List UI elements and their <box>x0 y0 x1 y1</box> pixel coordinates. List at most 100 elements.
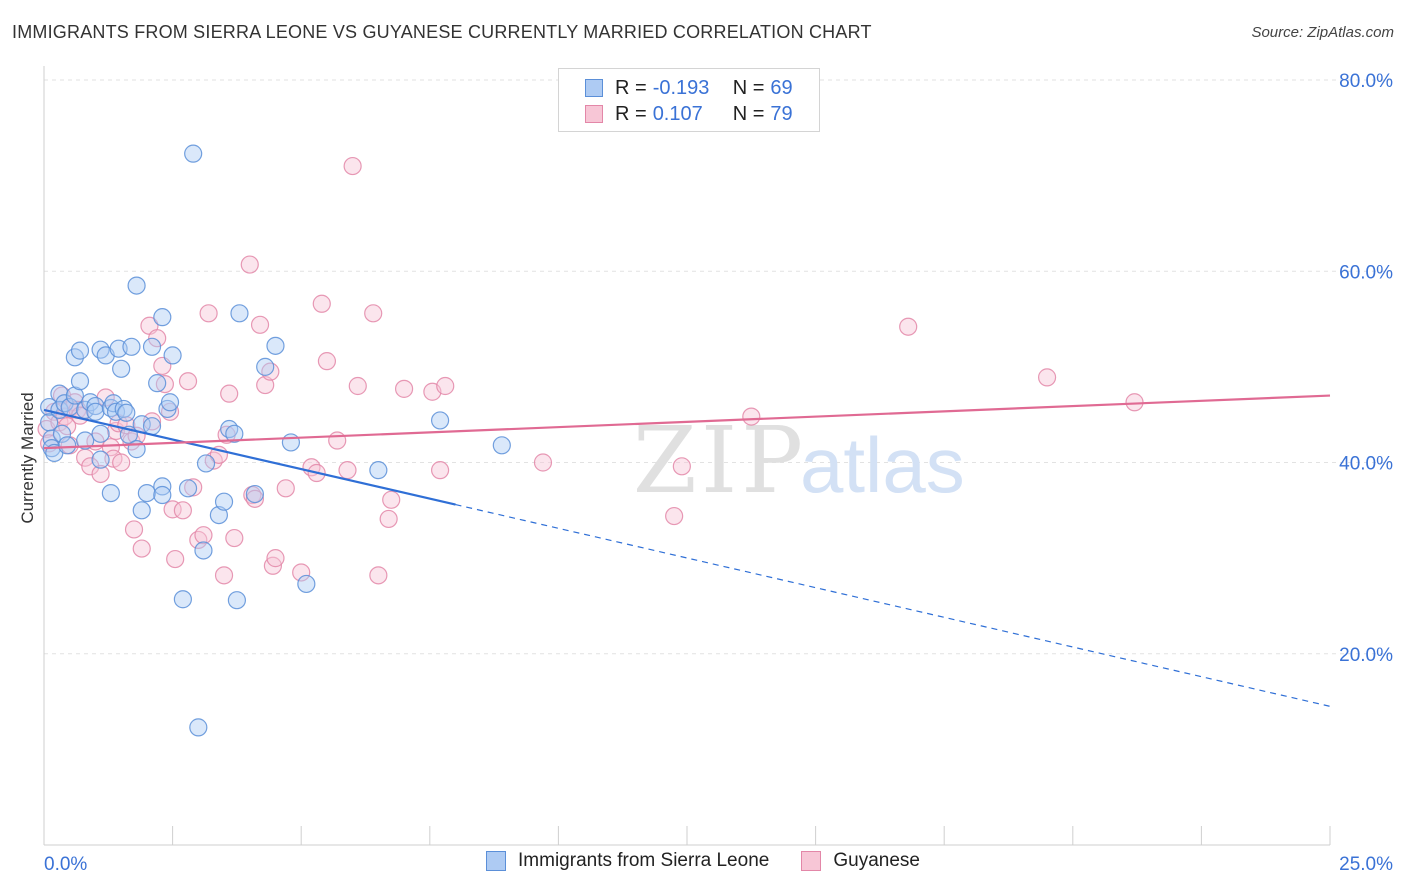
data-point <box>266 336 285 355</box>
data-point <box>173 590 192 609</box>
data-point <box>492 436 511 455</box>
data-point <box>1037 368 1057 387</box>
legend-swatch-guyanese <box>801 851 822 871</box>
watermark-atlas: atlas <box>800 421 965 509</box>
data-point <box>196 454 216 473</box>
y-axis-label: Currently Married <box>18 392 37 523</box>
data-point <box>86 396 105 416</box>
data-point <box>91 464 110 484</box>
data-point <box>227 591 246 610</box>
data-point <box>364 304 383 323</box>
data-point <box>65 386 84 405</box>
data-point <box>86 402 105 421</box>
data-point <box>369 566 388 585</box>
data-point <box>160 393 180 412</box>
data-point <box>132 539 151 558</box>
data-point <box>312 294 331 313</box>
legend-label-guyanese: Guyanese <box>833 850 920 871</box>
data-point <box>91 424 110 443</box>
data-point <box>317 352 337 371</box>
data-point <box>194 526 213 545</box>
y-tick-label: 20.0% <box>1339 645 1393 666</box>
legend-swatch-guyanese <box>585 105 603 123</box>
data-point <box>430 411 450 430</box>
data-point <box>281 433 301 452</box>
legend-label-sierra-leone: Immigrants from Sierra Leone <box>518 850 770 871</box>
data-point <box>276 479 295 498</box>
data-point <box>665 506 684 526</box>
data-point <box>194 541 213 560</box>
y-tick-labels: 20.0% 40.0% 60.0% 80.0% <box>1339 71 1393 666</box>
r-label: R = <box>615 76 647 99</box>
data-point <box>142 412 162 431</box>
data-point <box>436 376 455 396</box>
data-point <box>672 457 691 476</box>
data-point <box>163 346 182 365</box>
grid <box>44 79 1392 655</box>
data-point <box>430 461 450 480</box>
data-point <box>189 718 208 737</box>
trend-line-guyanese <box>43 394 1331 450</box>
trend-lines <box>43 394 1331 707</box>
data-point <box>225 424 244 443</box>
data-point <box>184 144 203 163</box>
legend-swatch-sierra-leone <box>585 79 603 97</box>
data-point <box>328 431 347 450</box>
data-point <box>127 276 146 295</box>
data-point <box>52 424 72 443</box>
data-point <box>225 528 244 548</box>
x-tick-label: 0.0% <box>44 854 87 875</box>
data-point <box>338 461 357 480</box>
data-point <box>112 453 131 472</box>
data-point <box>245 484 265 504</box>
legend-swatch-sierra-leone <box>486 851 507 871</box>
data-point <box>124 520 144 539</box>
data-point <box>117 403 136 422</box>
data-point <box>122 337 141 356</box>
data-point <box>91 450 110 469</box>
x-tick-labels: 0.0% 25.0% <box>44 854 1393 875</box>
axes <box>43 66 1331 846</box>
y-tick-label: 80.0% <box>1339 71 1393 92</box>
source-label: Source: ZipAtlas.com <box>1251 24 1394 41</box>
r-label: R = <box>615 102 647 125</box>
chart-title: IMMIGRANTS FROM SIERRA LEONE VS GUYANESE… <box>12 22 872 42</box>
data-point <box>250 315 270 334</box>
data-point <box>394 379 414 398</box>
r-value: -0.193 <box>652 76 710 99</box>
trend-line-sierra-leone <box>43 408 456 506</box>
guyanese-points <box>37 156 1144 585</box>
data-point <box>348 376 367 396</box>
data-point <box>142 337 162 356</box>
data-point <box>220 384 239 403</box>
r-value: 0.107 <box>652 102 703 125</box>
n-value: 69 <box>770 76 793 99</box>
data-point <box>533 453 553 472</box>
data-point <box>899 317 918 336</box>
data-point <box>240 255 259 274</box>
legend-item-sierra-leone[interactable]: Immigrants from Sierra Leone <box>486 850 769 872</box>
data-point <box>76 431 95 450</box>
trend-line-sierra-leone-extension <box>455 503 1331 707</box>
series-legend: Immigrants from Sierra Leone Guyanese <box>0 850 1406 872</box>
data-point <box>382 490 401 509</box>
data-point <box>230 304 249 323</box>
data-point <box>173 501 192 520</box>
data-point <box>50 384 69 403</box>
data-point <box>214 492 234 511</box>
data-point <box>137 484 156 503</box>
data-point <box>292 563 311 582</box>
sierra-leone-points <box>40 144 511 737</box>
data-point <box>256 357 275 376</box>
data-point <box>214 566 234 585</box>
data-point <box>343 156 362 176</box>
data-point <box>297 574 316 594</box>
n-label: N = <box>732 76 765 99</box>
y-tick-label: 40.0% <box>1339 454 1393 475</box>
data-point <box>153 308 172 327</box>
data-point <box>178 372 198 391</box>
data-point <box>178 479 198 498</box>
data-point <box>379 509 398 529</box>
legend-item-guyanese[interactable]: Guyanese <box>801 850 920 872</box>
